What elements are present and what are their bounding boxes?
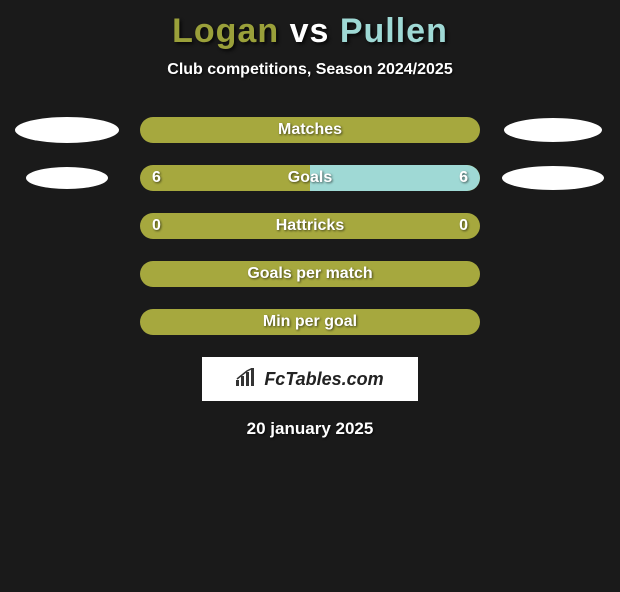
- stat-bar: Min per goal: [140, 309, 480, 335]
- stat-row: Min per goal: [0, 309, 620, 335]
- subtitle: Club competitions, Season 2024/2025: [0, 61, 620, 79]
- stat-label: Goals per match: [140, 265, 480, 283]
- stat-bar: 6Goals6: [140, 165, 480, 191]
- title-vs: vs: [290, 12, 330, 50]
- stat-bar: 0Hattricks0: [140, 213, 480, 239]
- date-label: 20 january 2025: [0, 419, 620, 439]
- stat-bar: Goals per match: [140, 261, 480, 287]
- watermark-text: FcTables.com: [264, 369, 383, 390]
- stat-row: Goals per match: [0, 261, 620, 287]
- stat-row: 0Hattricks0: [0, 213, 620, 239]
- stat-label: Min per goal: [140, 313, 480, 331]
- stat-label: Goals: [140, 169, 480, 187]
- right-value: 6: [459, 169, 468, 187]
- stat-bar: Matches: [140, 117, 480, 143]
- watermark-box: FcTables.com: [202, 357, 418, 401]
- stat-row: 6Goals6: [0, 165, 620, 191]
- stat-label: Hattricks: [140, 217, 480, 235]
- right-ellipse: [502, 166, 604, 190]
- comparison-title: Logan vs Pullen: [0, 12, 620, 51]
- right-ellipse: [504, 118, 602, 142]
- stat-row: Matches: [0, 117, 620, 143]
- stat-rows: Matches 6Goals6 0Hattricks0 Goals per match…: [0, 117, 620, 335]
- title-player2: Pullen: [340, 12, 448, 50]
- left-ellipse: [15, 117, 119, 143]
- right-value: 0: [459, 217, 468, 235]
- chart-icon: [236, 368, 258, 391]
- stat-label: Matches: [140, 121, 480, 139]
- left-ellipse: [26, 167, 108, 189]
- title-player1: Logan: [172, 12, 279, 50]
